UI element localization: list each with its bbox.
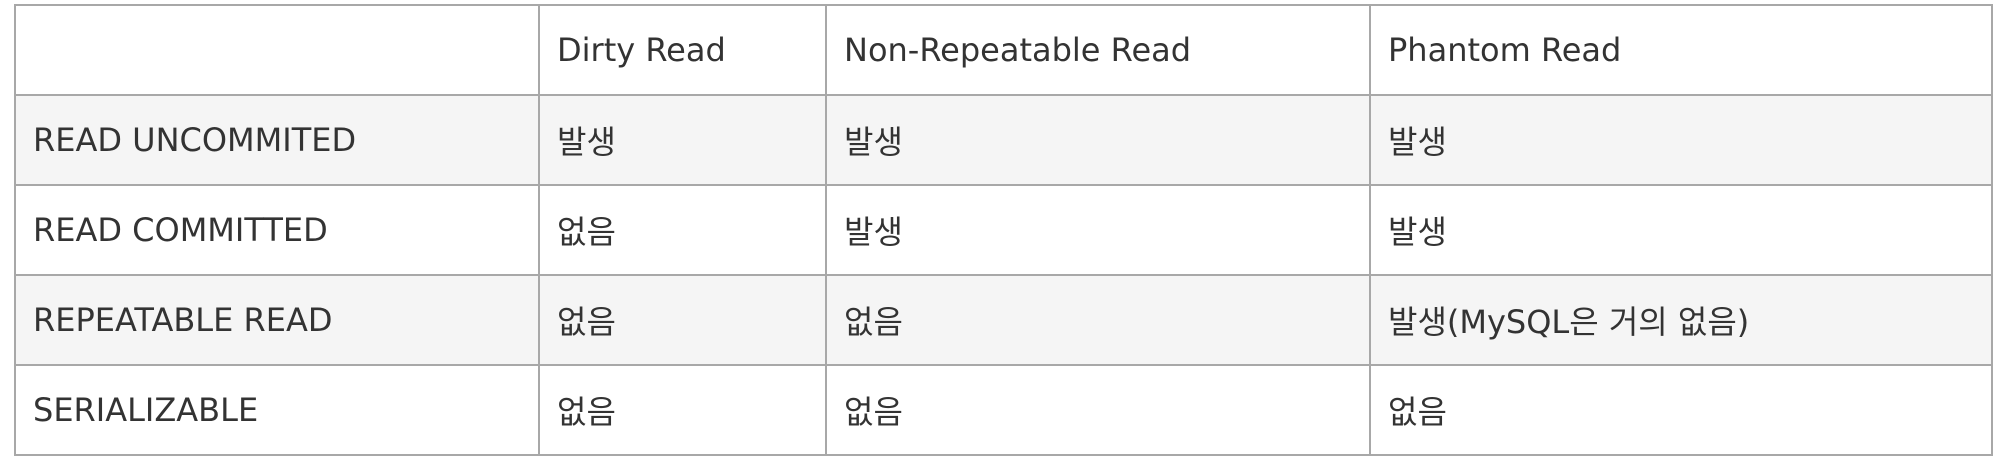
table-row: SERIALIZABLE 없음 없음 없음 — [14, 364, 1993, 456]
non-repeatable-read-cell: 발생 — [825, 184, 1371, 276]
header-cell-phantom-read: Phantom Read — [1369, 4, 1993, 96]
isolation-level-cell: REPEATABLE READ — [14, 274, 540, 366]
non-repeatable-read-cell: 없음 — [825, 274, 1371, 366]
table-body: READ UNCOMMITED 발생 발생 발생 READ COMMITTED … — [14, 94, 1993, 456]
dirty-read-cell: 발생 — [538, 94, 827, 186]
dirty-read-cell: 없음 — [538, 184, 827, 276]
table-row: REPEATABLE READ 없음 없음 발생(MySQL은 거의 없음) — [14, 274, 1993, 366]
header-cell-empty — [14, 4, 540, 96]
non-repeatable-read-cell: 없음 — [825, 364, 1371, 456]
isolation-level-cell: READ UNCOMMITED — [14, 94, 540, 186]
isolation-level-cell: SERIALIZABLE — [14, 364, 540, 456]
header-cell-dirty-read: Dirty Read — [538, 4, 827, 96]
table-row: READ UNCOMMITED 발생 발생 발생 — [14, 94, 1993, 186]
dirty-read-cell: 없음 — [538, 274, 827, 366]
phantom-read-cell: 발생 — [1369, 184, 1993, 276]
isolation-level-table: Dirty Read Non-Repeatable Read Phantom R… — [14, 4, 1993, 456]
phantom-read-cell: 발생(MySQL은 거의 없음) — [1369, 274, 1993, 366]
isolation-level-table-container: Dirty Read Non-Repeatable Read Phantom R… — [14, 4, 1993, 456]
dirty-read-cell: 없음 — [538, 364, 827, 456]
isolation-level-cell: READ COMMITTED — [14, 184, 540, 276]
header-cell-non-repeatable-read: Non-Repeatable Read — [825, 4, 1371, 96]
table-header: Dirty Read Non-Repeatable Read Phantom R… — [14, 4, 1993, 96]
header-row: Dirty Read Non-Repeatable Read Phantom R… — [14, 4, 1993, 96]
phantom-read-cell: 발생 — [1369, 94, 1993, 186]
table-row: READ COMMITTED 없음 발생 발생 — [14, 184, 1993, 276]
phantom-read-cell: 없음 — [1369, 364, 1993, 456]
non-repeatable-read-cell: 발생 — [825, 94, 1371, 186]
